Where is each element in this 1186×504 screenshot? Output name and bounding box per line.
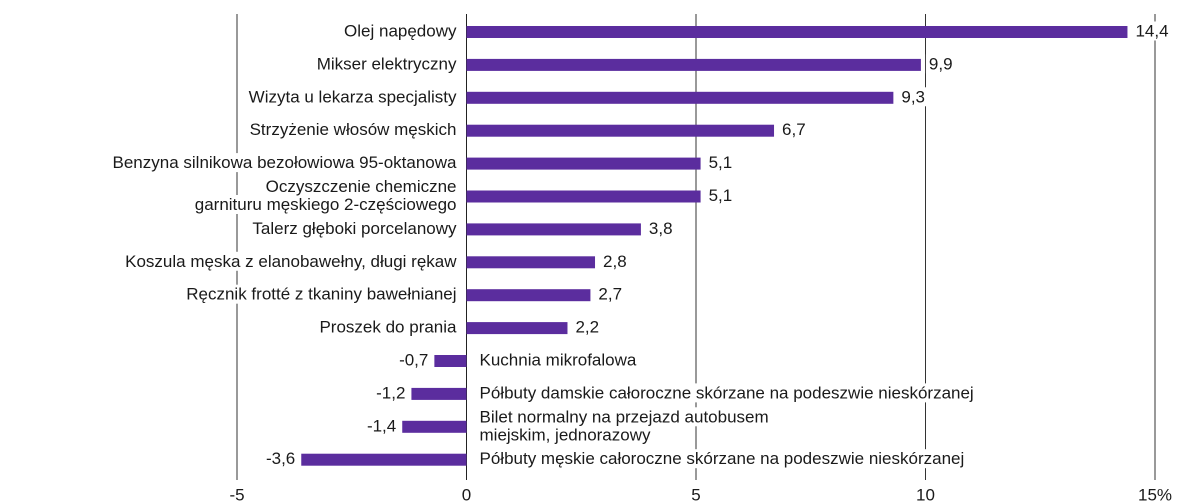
- category-label: Strzyżenie włosów męskich: [250, 120, 457, 139]
- label-backdrop: [600, 251, 630, 271]
- value-label: 2,8: [603, 252, 627, 271]
- bar: [466, 124, 775, 137]
- label-backdrop: [898, 87, 929, 107]
- category-label: garnituru męskiego 2-częściowego: [195, 195, 457, 214]
- label-backdrop: [316, 317, 461, 337]
- label-backdrop: [476, 407, 772, 427]
- value-label: -1,2: [376, 383, 405, 402]
- label-backdrop: [341, 21, 460, 41]
- value-label: 5,1: [709, 153, 733, 172]
- value-label: 2,7: [598, 285, 622, 304]
- label-backdrop: [705, 185, 736, 205]
- label-backdrop: [363, 416, 400, 436]
- value-label: 5,1: [709, 186, 733, 205]
- label-backdrop: [122, 251, 461, 271]
- bar: [466, 58, 921, 71]
- value-label: -0,7: [399, 350, 428, 369]
- category-label: Benzyna silnikowa bezołowiowa 95-oktanow…: [113, 153, 458, 172]
- bar: [466, 322, 568, 335]
- category-label: Półbuty męskie całoroczne skórzane na po…: [480, 449, 965, 468]
- bar: [466, 91, 894, 104]
- category-label: Proszek do prania: [319, 318, 457, 337]
- label-backdrop: [779, 120, 809, 140]
- value-label: 6,7: [782, 120, 806, 139]
- labels: -5 0 5 10 15% 14,4 Olej napędowy 9,9 Mikser elek…: [109, 21, 1172, 504]
- bar: [466, 157, 701, 170]
- label-backdrop: [373, 383, 409, 403]
- x-tick-label: 10: [916, 485, 935, 504]
- bar: [411, 387, 467, 400]
- category-label: Ręcznik frotté z tkaniny bawełnianej: [186, 285, 456, 304]
- category-label: miejskim, jednorazowy: [480, 425, 651, 444]
- label-backdrop: [262, 176, 460, 196]
- bar: [466, 26, 1128, 38]
- category-label: Mikser elektryczny: [317, 54, 457, 73]
- value-label: -3,6: [266, 449, 295, 468]
- bar: [402, 420, 467, 433]
- bar: [466, 190, 701, 203]
- label-backdrop: [245, 87, 460, 107]
- x-tick-label: 15%: [1138, 485, 1172, 504]
- value-label: -1,4: [367, 416, 396, 435]
- label-backdrop: [396, 350, 432, 370]
- label-backdrop: [109, 153, 461, 173]
- label-backdrop: [262, 449, 299, 469]
- category-label: Olej napędowy: [344, 21, 457, 40]
- value-label: 14,4: [1135, 21, 1168, 40]
- label-backdrop: [183, 284, 460, 304]
- value-label: 9,3: [901, 87, 925, 106]
- label-backdrop: [925, 54, 956, 74]
- value-label: 9,9: [929, 54, 953, 73]
- bar: [466, 223, 641, 236]
- label-backdrop: [705, 153, 736, 173]
- category-label: Wizyta u lekarza specjalisty: [249, 87, 457, 106]
- label-backdrop: [249, 218, 460, 238]
- label-backdrop: [476, 449, 968, 469]
- label-backdrop: [191, 194, 460, 214]
- bar: [466, 256, 596, 269]
- label-backdrop: [572, 317, 603, 337]
- label-backdrop: [313, 54, 460, 74]
- value-label: 3,8: [649, 219, 673, 238]
- label-backdrop: [476, 383, 977, 403]
- category-label: Koszula męska z elanobawełny, długi ręka…: [125, 252, 457, 271]
- value-label: 2,2: [575, 318, 599, 337]
- bar: [466, 289, 591, 302]
- label-backdrop: [645, 218, 676, 238]
- label-backdrop: [595, 284, 626, 304]
- label-backdrop: [246, 120, 460, 140]
- x-tick-label: -5: [229, 485, 244, 504]
- category-label: Bilet normalny na przejazd autobusem: [480, 407, 769, 426]
- label-backdrop: [1132, 21, 1172, 41]
- x-tick-label: 0: [462, 485, 471, 504]
- category-label: Talerz głęboki porcelanowy: [252, 219, 457, 238]
- x-tick-label: 5: [691, 485, 700, 504]
- label-backdrop: [476, 425, 654, 445]
- category-label: Oczyszczenie chemiczne: [266, 177, 457, 196]
- category-label: Półbuty damskie całoroczne skórzane na p…: [480, 383, 974, 402]
- bar: [434, 355, 467, 367]
- bar: [301, 453, 467, 466]
- category-label: Kuchnia mikrofalowa: [480, 350, 637, 369]
- label-backdrop: [476, 350, 640, 370]
